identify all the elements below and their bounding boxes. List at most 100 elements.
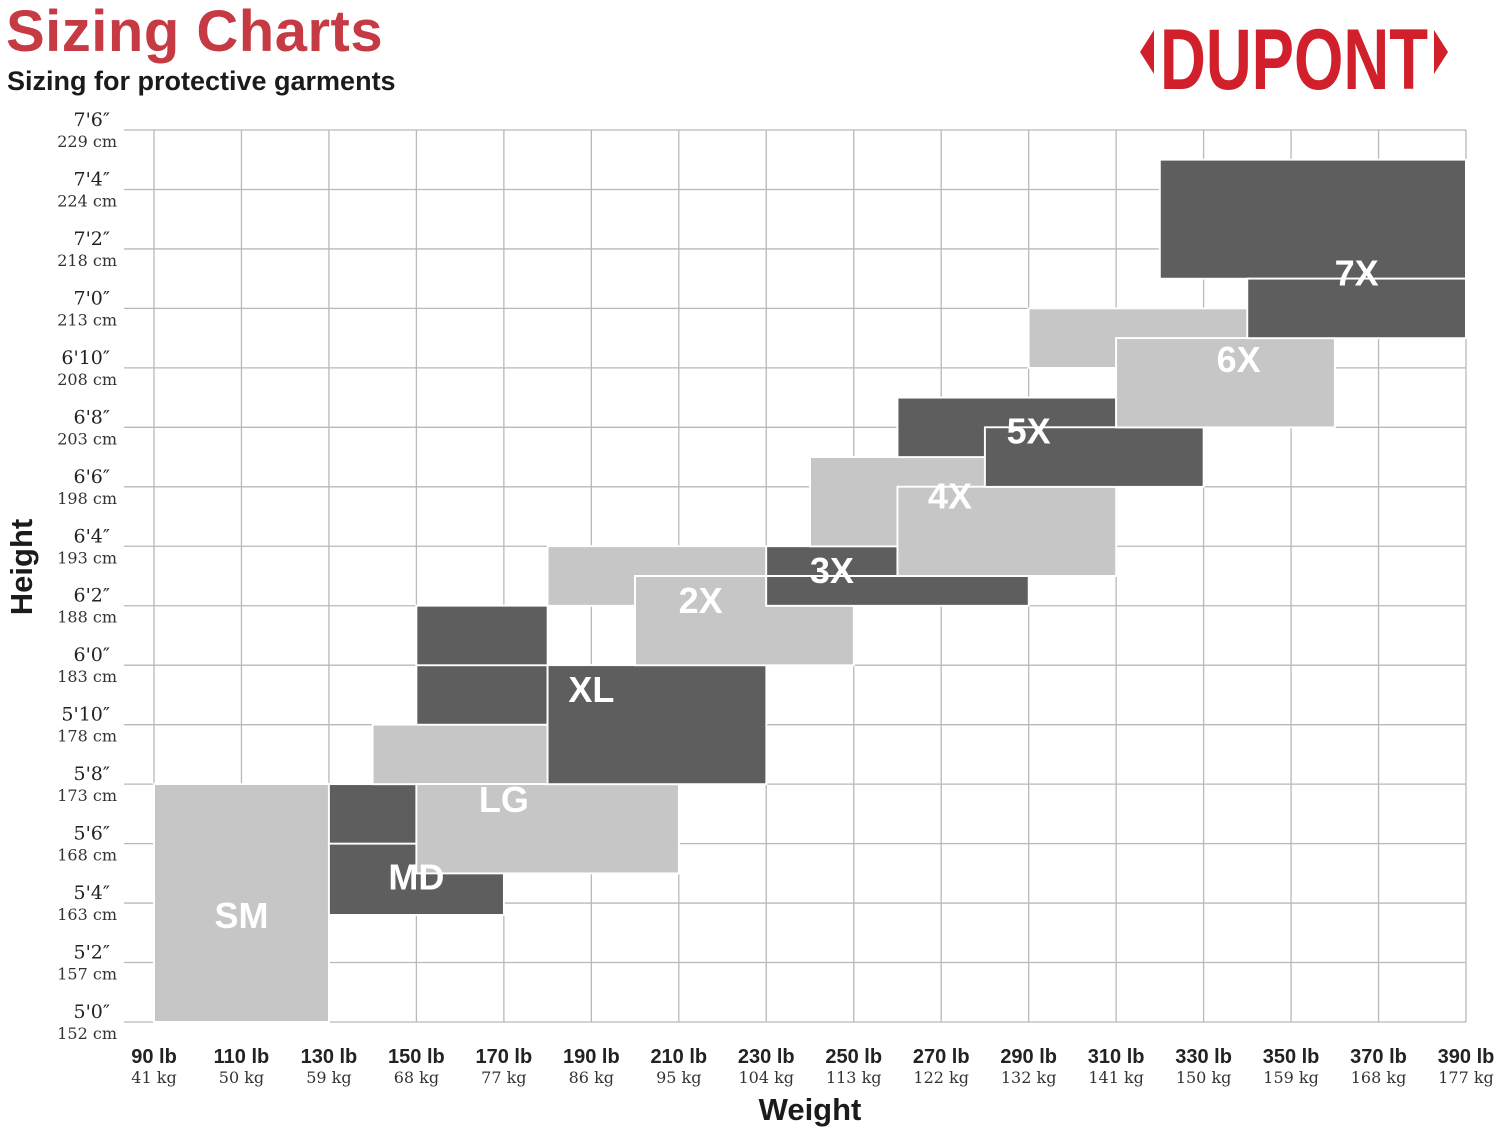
size-region-lg — [371, 723, 680, 875]
size-region-5x — [896, 396, 1205, 488]
size-label-5x: 5X — [1007, 410, 1051, 451]
x-tick-label-lb: 210 lb — [650, 1046, 707, 1068]
y-tick-label-cm: 173 cm — [57, 786, 117, 805]
x-tick-label-lb: 130 lb — [301, 1046, 358, 1068]
y-tick-label-ft: 5'2″ — [74, 942, 111, 964]
size-label-lg: LG — [479, 779, 529, 820]
y-tick-label-ft: 6'4″ — [74, 525, 111, 547]
y-tick-label-cm: 224 cm — [57, 191, 117, 210]
x-tick-label-lb: 310 lb — [1088, 1046, 1145, 1068]
y-tick-label-ft: 5'4″ — [74, 882, 111, 904]
x-tick-label-lb: 110 lb — [214, 1046, 270, 1068]
x-axis-title: Weight — [759, 1092, 862, 1127]
y-tick-label-ft: 6'10″ — [61, 347, 110, 369]
y-axis-ticks: 5'0″152 cm 5'2″157 cm 5'4″163 cm 5'6″168 cm… — [57, 109, 117, 1043]
x-tick-label-lb: 230 lb — [738, 1046, 795, 1068]
size-label-2x: 2X — [679, 580, 723, 621]
size-label-3x: 3X — [810, 550, 854, 591]
logo-text: DUPONT — [1160, 12, 1428, 100]
size-region-7x — [1158, 158, 1468, 340]
y-tick-label-cm: 178 cm — [57, 727, 117, 746]
size-label-7x: 7X — [1335, 253, 1379, 294]
size-label-md: MD — [388, 856, 444, 897]
x-tick-label-kg: 168 kg — [1351, 1068, 1407, 1087]
y-tick-label-cm: 193 cm — [57, 548, 117, 567]
y-tick-label-ft: 7'2″ — [74, 228, 111, 250]
x-tick-label-kg: 122 kg — [913, 1068, 969, 1087]
y-axis-title: Height — [4, 519, 39, 615]
logo-left-arrow — [1140, 30, 1154, 74]
y-tick-label-cm: 229 cm — [57, 132, 117, 151]
size-region-fill — [767, 577, 1028, 605]
y-tick-label-cm: 213 cm — [57, 310, 117, 329]
x-tick-label-lb: 250 lb — [825, 1046, 882, 1068]
x-tick-label-lb: 370 lb — [1350, 1046, 1407, 1068]
x-tick-label-kg: 77 kg — [481, 1068, 526, 1087]
y-tick-label-cm: 218 cm — [57, 251, 117, 270]
size-region-sm — [153, 783, 330, 1024]
y-tick-label-cm: 163 cm — [57, 905, 117, 924]
size-region-fill — [548, 666, 766, 784]
size-region-6x — [1027, 307, 1336, 429]
x-tick-label-lb: 190 lb — [563, 1046, 620, 1068]
size-region-fill — [329, 785, 416, 843]
x-tick-label-kg: 95 kg — [656, 1068, 701, 1087]
y-tick-label-cm: 157 cm — [57, 965, 117, 984]
x-tick-label-kg: 159 kg — [1263, 1068, 1319, 1087]
y-tick-label-cm: 152 cm — [57, 1024, 117, 1043]
x-tick-label-lb: 90 lb — [131, 1046, 177, 1068]
size-labels: SM MD LG XL 2X 3X 4X 5X 6X 7X — [214, 253, 1378, 936]
size-region-3x — [765, 545, 1030, 607]
size-label-6x: 6X — [1217, 339, 1261, 380]
x-tick-label-kg: 50 kg — [219, 1068, 264, 1087]
size-label-xl: XL — [568, 669, 614, 710]
y-tick-label-ft: 7'0″ — [74, 287, 111, 309]
x-tick-label-kg: 59 kg — [306, 1068, 351, 1087]
y-tick-label-ft: 5'10″ — [61, 704, 110, 726]
logo-right-arrow — [1434, 30, 1448, 74]
x-tick-label-lb: 150 lb — [388, 1046, 445, 1068]
size-label-4x: 4X — [928, 476, 972, 517]
y-tick-label-ft: 6'8″ — [74, 406, 111, 428]
size-regions — [153, 158, 1468, 1024]
x-tick-label-lb: 350 lb — [1263, 1046, 1320, 1068]
x-tick-label-lb: 290 lb — [1000, 1046, 1057, 1068]
y-tick-label-ft: 7'6″ — [74, 109, 111, 131]
y-tick-label-cm: 203 cm — [57, 429, 117, 448]
x-tick-label-kg: 141 kg — [1088, 1068, 1144, 1087]
size-region-fill — [985, 428, 1203, 486]
y-tick-label-ft: 5'0″ — [74, 1001, 111, 1023]
y-tick-label-cm: 168 cm — [57, 846, 117, 865]
y-tick-label-cm: 198 cm — [57, 489, 117, 508]
x-tick-label-kg: 132 kg — [1001, 1068, 1057, 1087]
size-region-fill — [898, 487, 1116, 575]
dupont-logo: DUPONT — [1140, 12, 1448, 100]
size-region-2x — [546, 545, 855, 667]
y-tick-label-ft: 5'8″ — [74, 763, 111, 785]
size-label-sm: SM — [214, 895, 268, 936]
size-region-fill — [417, 606, 547, 665]
x-tick-label-lb: 330 lb — [1175, 1046, 1232, 1068]
size-region-fill — [1248, 279, 1465, 338]
logo-mark: DUPONT — [1140, 12, 1448, 100]
size-region-fill — [1117, 339, 1334, 427]
x-tick-label-kg: 41 kg — [131, 1068, 176, 1087]
x-tick-label-kg: 104 kg — [738, 1068, 794, 1087]
x-tick-label-kg: 150 kg — [1176, 1068, 1232, 1087]
size-region-xl — [415, 604, 768, 786]
y-tick-label-cm: 208 cm — [57, 370, 117, 389]
x-tick-label-kg: 86 kg — [569, 1068, 614, 1087]
x-tick-label-lb: 390 lb — [1438, 1046, 1495, 1068]
y-tick-label-cm: 188 cm — [57, 608, 117, 627]
y-tick-label-ft: 7'4″ — [74, 168, 111, 190]
size-region-fill — [1160, 160, 1465, 278]
x-tick-label-lb: 270 lb — [913, 1046, 970, 1068]
x-tick-label-kg: 68 kg — [394, 1068, 439, 1087]
size-region-fill — [417, 785, 678, 873]
chart-subtitle: Sizing for protective garments — [7, 66, 396, 96]
size-region-fill — [155, 785, 328, 1021]
x-tick-label-kg: 113 kg — [826, 1068, 882, 1087]
x-tick-label-lb: 170 lb — [476, 1046, 533, 1068]
